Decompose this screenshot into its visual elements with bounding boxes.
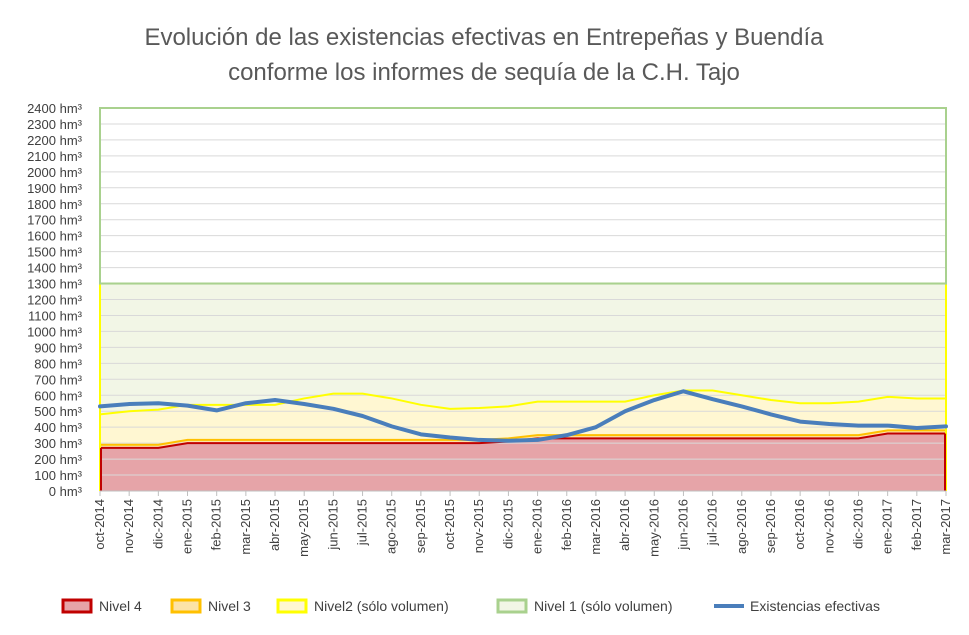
y-tick-label: 0 hm³ bbox=[49, 484, 83, 499]
x-tick-label: feb-2017 bbox=[909, 499, 924, 550]
x-tick-label: sep-2015 bbox=[413, 499, 428, 553]
y-tick-label: 700 hm³ bbox=[34, 372, 82, 387]
x-tick-label: may-2015 bbox=[296, 499, 311, 557]
chart-subtitle: conforme los informes de sequía de la C.… bbox=[228, 59, 740, 86]
legend-swatch bbox=[170, 598, 202, 614]
y-tick-label: 2200 hm³ bbox=[27, 133, 83, 148]
x-tick-label: mar-2016 bbox=[588, 499, 603, 555]
plot-area bbox=[98, 107, 948, 492]
y-tick-label: 1900 hm³ bbox=[27, 181, 83, 196]
y-tick-label: 400 hm³ bbox=[34, 420, 82, 435]
x-tick-label: abr-2016 bbox=[617, 499, 632, 551]
x-tick-label: jun-2016 bbox=[675, 499, 690, 551]
nivel1-frame bbox=[99, 107, 947, 285]
y-tick-label: 100 hm³ bbox=[34, 468, 82, 483]
x-tick-label: sep-2016 bbox=[763, 499, 778, 553]
x-tick-label: ago-2016 bbox=[734, 499, 749, 554]
y-tick-label: 1200 hm³ bbox=[27, 293, 83, 308]
x-tick-label: jul-2015 bbox=[355, 499, 370, 546]
line-existencias-efectivas bbox=[98, 389, 948, 443]
x-tick-label: ene-2017 bbox=[880, 499, 895, 554]
legend-label: Nivel 1 (sólo volumen) bbox=[534, 598, 673, 614]
x-tick-label: dic-2015 bbox=[500, 499, 515, 549]
y-tick-label: 1800 hm³ bbox=[27, 197, 83, 212]
x-tick-label: oct-2015 bbox=[442, 499, 457, 550]
y-tick-label: 200 hm³ bbox=[34, 452, 82, 467]
x-tick-label: ene-2015 bbox=[180, 499, 195, 554]
y-tick-label: 1400 hm³ bbox=[27, 261, 83, 276]
legend-swatch bbox=[496, 598, 528, 614]
outline-nivel-3 bbox=[100, 429, 946, 446]
legend-label: Nivel 3 bbox=[208, 598, 251, 614]
legend-label: Nivel 4 bbox=[99, 598, 142, 614]
legend-swatch bbox=[61, 598, 93, 614]
y-tick-label: 500 hm³ bbox=[34, 404, 82, 419]
y-tick-label: 1700 hm³ bbox=[27, 213, 83, 228]
y-tick-label: 600 hm³ bbox=[34, 388, 82, 403]
x-tick-label: may-2016 bbox=[646, 499, 661, 557]
legend: Nivel 4 Nivel 3 Nivel2 (sólo volumen) Nivel… bbox=[61, 598, 880, 614]
y-tick-label: 300 hm³ bbox=[34, 436, 82, 451]
x-tick-label: mar-2017 bbox=[938, 499, 953, 555]
y-tick-label: 1500 hm³ bbox=[27, 245, 83, 260]
x-tick-label: nov-2014 bbox=[121, 499, 136, 553]
y-tick-label: 2000 hm³ bbox=[27, 165, 83, 180]
y-tick-label: 1000 hm³ bbox=[27, 324, 83, 339]
x-tick-label: nov-2016 bbox=[821, 499, 836, 553]
area-nivel-4 bbox=[100, 433, 946, 491]
y-tick-label: 2300 hm³ bbox=[27, 117, 83, 132]
x-tick-label: nov-2015 bbox=[471, 499, 486, 553]
chart-title: Evolución de las existencias efectivas e… bbox=[144, 24, 824, 51]
x-axis: oct-2014 nov-2014 dic-2014 ene-2015 feb-2015… bbox=[92, 490, 953, 557]
x-tick-label: jul-2016 bbox=[705, 499, 720, 546]
legend-swatch bbox=[276, 598, 308, 614]
x-tick-label: abr-2015 bbox=[267, 499, 282, 551]
x-tick-label: dic-2016 bbox=[850, 499, 865, 549]
y-tick-label: 2100 hm³ bbox=[27, 149, 83, 164]
x-tick-label: feb-2016 bbox=[559, 499, 574, 550]
x-tick-label: mar-2015 bbox=[238, 499, 253, 555]
y-tick-label: 2400 hm³ bbox=[27, 101, 83, 116]
y-tick-label: 1600 hm³ bbox=[27, 229, 83, 244]
x-tick-label: feb-2015 bbox=[209, 499, 224, 550]
x-tick-label: dic-2014 bbox=[150, 499, 165, 549]
x-tick-label: ene-2016 bbox=[530, 499, 545, 554]
legend-label: Existencias efectivas bbox=[750, 598, 880, 614]
y-tick-label: 1100 hm³ bbox=[28, 308, 83, 323]
x-tick-label: oct-2016 bbox=[792, 499, 807, 550]
y-tick-label: 800 hm³ bbox=[34, 356, 82, 371]
y-tick-label: 1300 hm³ bbox=[27, 277, 83, 292]
x-tick-label: ago-2015 bbox=[384, 499, 399, 554]
x-tick-label: oct-2014 bbox=[92, 499, 107, 550]
legend-label: Nivel2 (sólo volumen) bbox=[314, 598, 449, 614]
x-tick-label: jun-2015 bbox=[325, 499, 340, 551]
y-tick-label: 900 hm³ bbox=[34, 340, 82, 355]
